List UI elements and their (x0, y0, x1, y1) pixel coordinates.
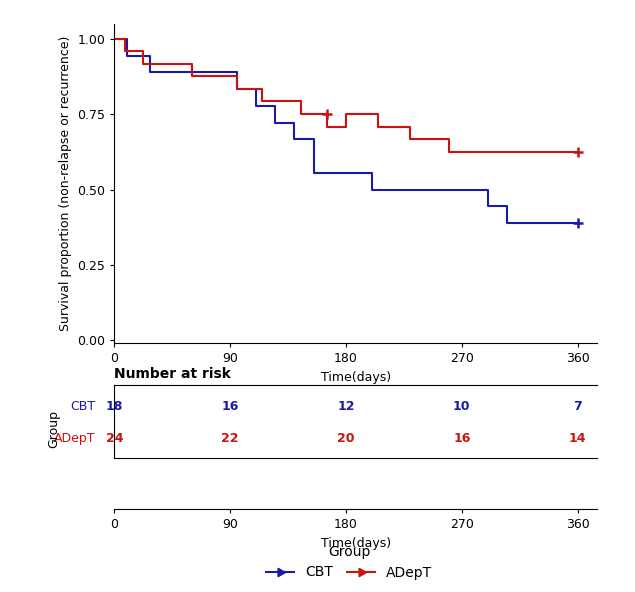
Text: 12: 12 (337, 400, 355, 413)
Text: 10: 10 (453, 400, 471, 413)
Text: Group: Group (48, 410, 60, 448)
Text: 16: 16 (453, 432, 471, 445)
Text: 20: 20 (337, 432, 355, 445)
X-axis label: Time(days): Time(days) (321, 537, 391, 550)
Text: ADepT: ADepT (53, 432, 95, 445)
Legend: CBT, ADepT: CBT, ADepT (261, 539, 438, 585)
Text: 14: 14 (569, 432, 586, 445)
Text: 22: 22 (222, 432, 239, 445)
Y-axis label: Survival proportion (non-relapse or recurrence): Survival proportion (non-relapse or recu… (58, 36, 72, 331)
X-axis label: Time(days): Time(days) (321, 371, 391, 384)
Text: 24: 24 (105, 432, 123, 445)
Text: Number at risk: Number at risk (114, 367, 231, 381)
Text: 7: 7 (573, 400, 582, 413)
Text: 16: 16 (222, 400, 239, 413)
Text: 18: 18 (105, 400, 123, 413)
Text: CBT: CBT (70, 400, 95, 413)
